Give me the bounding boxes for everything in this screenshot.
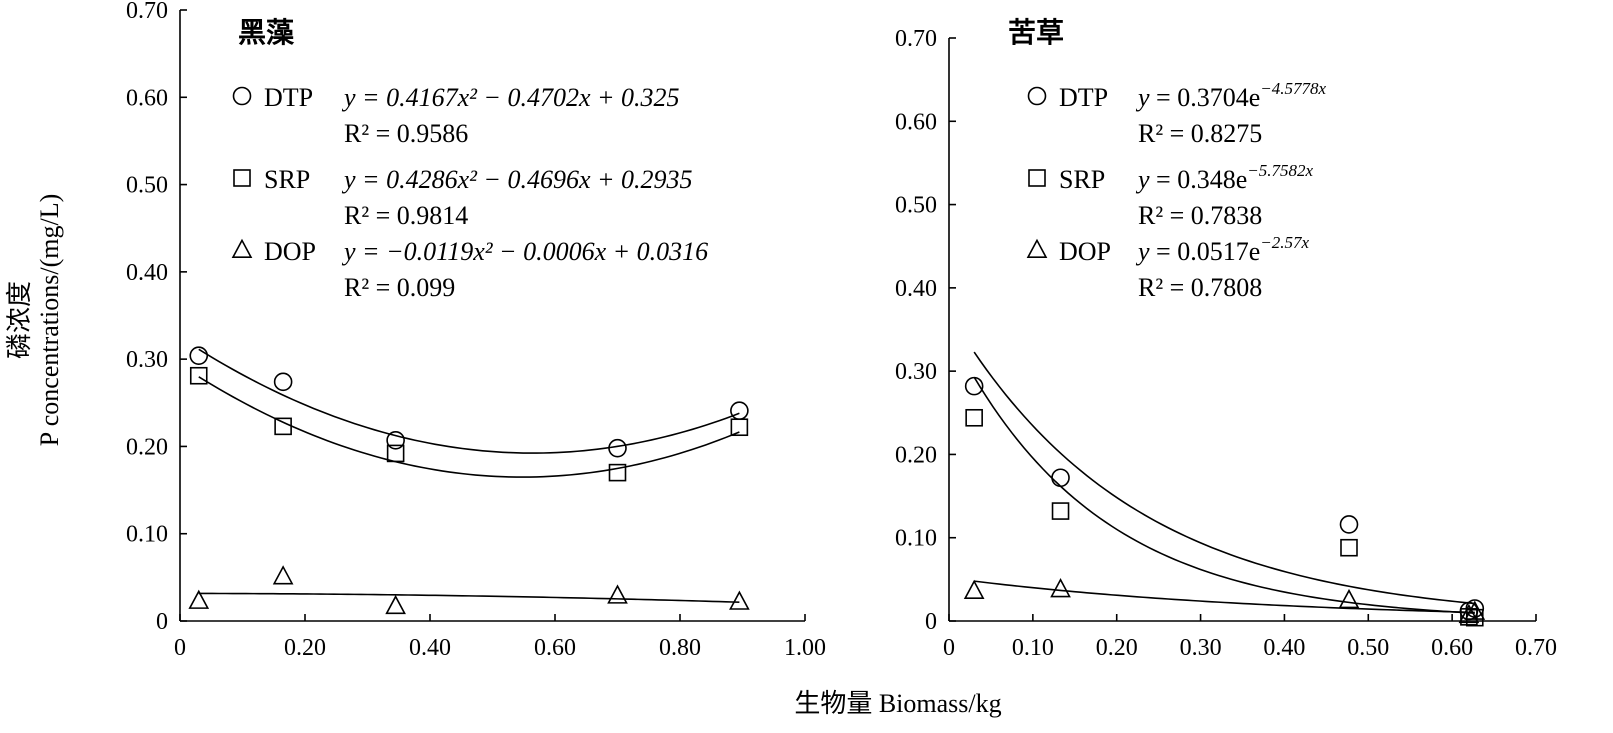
data-point-dop (385, 594, 406, 615)
legend-label-dop: DOP (264, 237, 316, 266)
legend-label-dtp: DTP (1059, 83, 1108, 112)
fit-line-dop (198, 592, 740, 604)
legend-marker-dop (231, 238, 253, 259)
x-axis-title: 生物量 Biomass/kg (794, 689, 1001, 718)
data-point-srp (608, 463, 627, 482)
data-point-srp (1460, 608, 1478, 626)
legend-marker-srp (233, 169, 251, 187)
y-tick-label: 0.20 (895, 442, 937, 468)
data-point-srp (1340, 538, 1358, 557)
y-tick-label: 0.30 (895, 359, 937, 385)
legend-r2-srp: R² = 0.7838 (1138, 201, 1262, 230)
fit-line-srp (198, 376, 740, 478)
x-tick-label: 1.00 (784, 635, 826, 661)
y-tick-label: 0.40 (895, 276, 937, 302)
legend-r2-srp: R² = 0.9814 (344, 201, 468, 230)
chart-panel-kucao: 0 0.10 0.20 0.30 0.40 0.50 0.60 0.70 0 0.10 0.20 0.… (895, 17, 1557, 661)
y-tick-label: 0 (925, 609, 937, 635)
data-point-srp (274, 417, 292, 436)
data-point-srp (189, 366, 208, 385)
x-tick-label: 0.20 (1096, 635, 1138, 661)
fit-line-dtp (198, 348, 740, 454)
legend-marker-dtp (232, 86, 252, 106)
legend-label-srp: SRP (264, 165, 310, 194)
data-point-dtp (608, 438, 627, 458)
y-tick-label: 0 (156, 609, 168, 635)
series-dop (963, 578, 1486, 624)
y-tick-label: 0.70 (895, 26, 937, 52)
legend-marker-dop (1026, 238, 1048, 259)
legend-r2-dtp: R² = 0.8275 (1138, 119, 1262, 148)
x-tick-label: 0.30 (1180, 635, 1222, 661)
fit-line-dtp (973, 351, 1475, 605)
y-tick-label: 0.50 (895, 193, 937, 219)
y-tick-label: 0.40 (126, 260, 168, 286)
x-tick-label: 0.60 (534, 635, 576, 661)
x-tick-label: 0.60 (1431, 635, 1473, 661)
legend-label-srp: SRP (1059, 165, 1105, 194)
legend-marker-dtp (1027, 86, 1047, 106)
legend-equation-dtp: y = 0.4167x² − 0.4702x + 0.325 (341, 83, 680, 112)
legend-marker-srp (1028, 169, 1046, 187)
data-point-dtp (189, 346, 209, 365)
x-tick-label: 0.20 (284, 635, 326, 661)
data-point-dtp (1051, 468, 1070, 488)
y-axis-title-cn: 磷浓度 (5, 281, 34, 359)
y-tick-label: 0.10 (895, 526, 937, 552)
y-tick-label: 0.60 (895, 109, 937, 135)
data-point-dop (607, 584, 628, 604)
x-tick-label: 0.10 (1012, 635, 1054, 661)
data-point-srp (730, 418, 749, 437)
y-tick-label: 0.60 (126, 85, 168, 111)
data-point-dtp (730, 401, 749, 420)
x-tick-label: 0 (943, 635, 955, 661)
x-tick-label: 0 (174, 635, 186, 661)
legend-equation-dop: y = −0.0119x² − 0.0006x + 0.0316 (341, 237, 708, 266)
data-point-dop (272, 565, 294, 585)
data-point-dop (1458, 603, 1480, 624)
fit-line-srp (973, 376, 1475, 614)
x-tick-label: 0.50 (1347, 635, 1389, 661)
data-point-dop (188, 589, 210, 609)
series-dtp (189, 346, 749, 458)
y-tick-label: 0.30 (126, 347, 168, 373)
data-point-dop (729, 590, 750, 610)
data-point-dtp (1339, 515, 1359, 534)
legend-r2-dop: R² = 0.7808 (1138, 273, 1262, 302)
data-point-dop (1050, 578, 1071, 598)
legend-equation-dtp: y = 0.3704e−4.5778x (1135, 79, 1326, 112)
legend-equation-dop: y = 0.0517e−2.57x (1135, 233, 1309, 266)
x-tick-label: 0.40 (1263, 635, 1305, 661)
y-axis-title-en: P concentrations/(mg/L) (35, 194, 64, 446)
legend-label-dtp: DTP (264, 83, 313, 112)
data-point-dtp (386, 431, 405, 450)
data-point-dtp (273, 372, 293, 392)
panel-title: 黑藻 (238, 17, 295, 49)
legend-equation-srp: y = 0.4286x² − 0.4696x + 0.2935 (341, 165, 693, 194)
y-tick-label: 0.20 (126, 434, 168, 460)
data-point-srp (386, 444, 405, 463)
legend-r2-dop: R² = 0.099 (344, 273, 455, 302)
legend-label-dop: DOP (1059, 237, 1111, 266)
data-point-dop (1464, 600, 1486, 620)
series-dop (188, 565, 750, 615)
data-point-srp (1051, 502, 1070, 520)
x-tick-label: 0.70 (1515, 635, 1557, 661)
legend-r2-dtp: R² = 0.9586 (344, 119, 468, 148)
data-point-dop (963, 579, 985, 600)
data-point-dop (1338, 588, 1360, 609)
data-point-srp (965, 408, 983, 427)
y-tick-label: 0.70 (126, 0, 168, 24)
chart-panel-heizao: 0 0.10 0.20 0.30 0.40 0.50 0.60 0.70 0 0.20 0.40 0.… (126, 0, 826, 661)
series-dtp (964, 351, 1485, 621)
x-tick-label: 0.80 (659, 635, 701, 661)
x-tick-label: 0.40 (409, 635, 451, 661)
legend-equation-srp: y = 0.348e−5.7582x (1135, 161, 1313, 194)
fit-line-dop (974, 580, 1475, 614)
y-tick-label: 0.50 (126, 173, 168, 199)
y-tick-label: 0.10 (126, 522, 168, 548)
series-srp (189, 366, 749, 482)
panel-title: 苦草 (1008, 17, 1064, 49)
